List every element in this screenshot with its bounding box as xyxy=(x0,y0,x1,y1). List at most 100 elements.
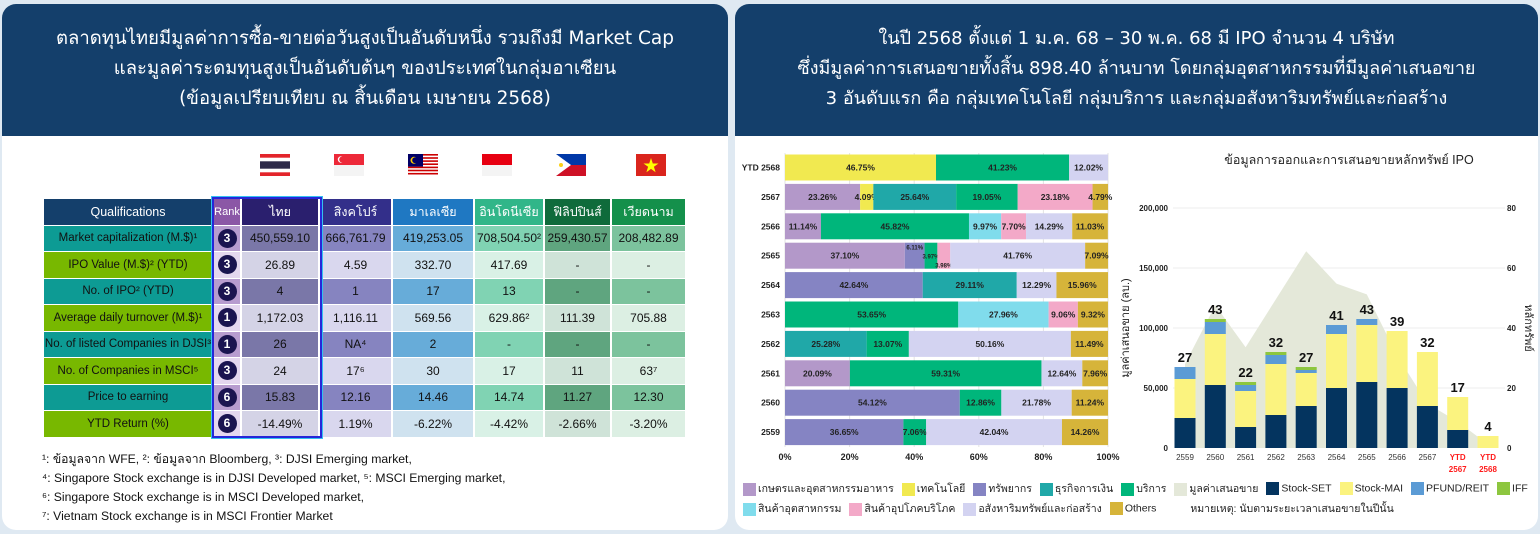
x-tick-label: 0% xyxy=(778,452,791,462)
rank-badge: 3 xyxy=(217,255,237,275)
legend-label: Others xyxy=(1124,502,1157,515)
x-category-label: 2567 xyxy=(1449,465,1467,474)
y-category-label: 2564 xyxy=(761,280,780,290)
legend-swatch xyxy=(973,482,987,496)
bar-segment xyxy=(937,242,951,269)
data-label: 7.70% xyxy=(1002,221,1027,231)
bar-segment xyxy=(1356,382,1378,448)
bar-segment xyxy=(1447,397,1469,430)
legend-swatch xyxy=(1121,482,1135,496)
bar-segment xyxy=(1056,272,1108,299)
bar-segment xyxy=(1072,213,1108,240)
legend-swatch xyxy=(1174,482,1188,496)
value-cell: - xyxy=(545,331,610,357)
bar-segment xyxy=(860,183,874,210)
bar-segment xyxy=(1447,430,1469,448)
bar-segment xyxy=(1295,367,1317,370)
bar-segment xyxy=(922,272,1017,299)
x-category-label: 2559 xyxy=(1176,453,1194,462)
rank-badge: 3 xyxy=(217,281,237,301)
column-header: อินโดนีเซีย xyxy=(475,199,543,225)
bar-segment xyxy=(785,419,904,446)
table-row: Market capitalization (M.$)¹ 3 450,559.10 6… xyxy=(44,225,685,251)
y-tick-label: 150,000 xyxy=(1139,264,1168,273)
bar-segment xyxy=(1001,389,1072,416)
legend-swatch xyxy=(1039,482,1053,496)
value-cell: 12.16 xyxy=(320,384,391,410)
total-label: 32 xyxy=(1269,335,1283,350)
x-category-label: 2560 xyxy=(1206,453,1224,462)
legend-label: สินค้าอุตสาหกรรม xyxy=(758,503,842,515)
total-label: 43 xyxy=(1360,302,1374,317)
total-label: 32 xyxy=(1420,335,1434,350)
value-cell: 450,559.10 xyxy=(242,225,318,251)
x-category-label: 2561 xyxy=(1237,453,1255,462)
bar-segment xyxy=(968,213,1002,240)
data-label: 36.65% xyxy=(830,427,859,437)
title-line: 3 อันดับแรก คือ กลุ่มเทคโนโลยี กลุ่มบริก… xyxy=(825,88,1448,109)
value-cell: 12.30 xyxy=(612,384,685,410)
data-label: 41.23% xyxy=(988,163,1017,173)
value-cell: 11.27 xyxy=(545,384,610,410)
legend-swatch xyxy=(743,502,756,516)
data-label: 23.26% xyxy=(808,192,837,202)
data-label: 9.32% xyxy=(1081,310,1106,320)
legend-item: ธุรกิจการเงิน xyxy=(1039,480,1113,497)
bar-segment xyxy=(849,360,1042,387)
legend-swatch xyxy=(849,502,863,516)
rank-cell: 6 xyxy=(214,384,240,410)
bar-segment xyxy=(785,154,937,181)
legend-item: เกษตรและอุตสาหกรรมอาหาร xyxy=(743,480,894,497)
indonesia-flag xyxy=(482,154,512,176)
philippines-flag xyxy=(556,154,586,176)
legend-swatch xyxy=(1411,482,1425,495)
y2-tick-label: 40 xyxy=(1507,324,1516,333)
bar-segment xyxy=(785,272,923,299)
value-cell: - xyxy=(545,278,610,304)
column-header: เวียดนาม xyxy=(612,199,685,225)
column-header: สิงคโปร์ xyxy=(320,199,391,225)
value-cell: 13 xyxy=(475,278,543,304)
footnote: ¹: ข้อมูลจาก WFE, ²: ข้อมูลจาก Bloomberg… xyxy=(42,452,412,466)
table-row: No. of Companies in MSCI⁵ 3 24 17⁶ 30 17 11 63⁷ xyxy=(44,358,685,384)
data-label: 9.97% xyxy=(973,221,998,231)
data-label: 37.10% xyxy=(830,251,859,261)
data-label: 11.14% xyxy=(789,221,818,231)
data-label: 25.28% xyxy=(811,339,840,349)
value-cell: 1 xyxy=(320,278,391,304)
bar-segment xyxy=(1265,352,1287,355)
x-tick-label: 100% xyxy=(1096,452,1119,462)
qualification-label: No. of listed Companies in DJSI³ xyxy=(44,331,212,357)
legend-item: เทคโนโลยี xyxy=(901,480,965,497)
bar-segment xyxy=(1356,325,1378,382)
data-label: 46.75% xyxy=(846,163,875,173)
value-cell: 332.70 xyxy=(393,252,473,278)
x-category-label: YTD xyxy=(1450,453,1466,462)
value-cell: -4.42% xyxy=(475,411,543,437)
value-cell: - xyxy=(612,252,685,278)
bar-segment xyxy=(1386,388,1408,448)
x-tick-label: 80% xyxy=(1034,452,1052,462)
footnote: ⁶: Singapore Stock exchange is in MSCI D… xyxy=(42,490,365,504)
legend-swatch xyxy=(743,482,756,496)
bar-segment xyxy=(1235,382,1257,385)
qualification-label: No. of IPO² (YTD) xyxy=(44,278,212,304)
bar-segment xyxy=(1017,183,1093,210)
table-row: No. of IPO² (YTD) 3 4 1 17 13- - xyxy=(44,278,685,304)
data-label: 20.09% xyxy=(803,368,832,378)
bar-segment xyxy=(1026,213,1073,240)
bar-segment xyxy=(820,213,969,240)
y2-tick-label: 0 xyxy=(1507,444,1512,453)
value-cell: 4 xyxy=(242,278,318,304)
total-label: 39 xyxy=(1390,314,1404,329)
table-row: Price to earning 6 15.83 12.16 14.46 14.74 11.… xyxy=(44,384,685,410)
legend-swatch xyxy=(1497,482,1511,495)
data-label: 7.06% xyxy=(903,427,928,437)
data-label: 14.26% xyxy=(1071,427,1100,437)
data-label: 7.09% xyxy=(1085,251,1110,261)
bar-segment xyxy=(1204,385,1226,448)
column-header: มาเลเซีย xyxy=(393,199,473,225)
value-cell: 11 xyxy=(545,358,610,384)
data-label: 13.07% xyxy=(873,339,902,349)
value-cell: 666,761.79 xyxy=(320,225,391,251)
